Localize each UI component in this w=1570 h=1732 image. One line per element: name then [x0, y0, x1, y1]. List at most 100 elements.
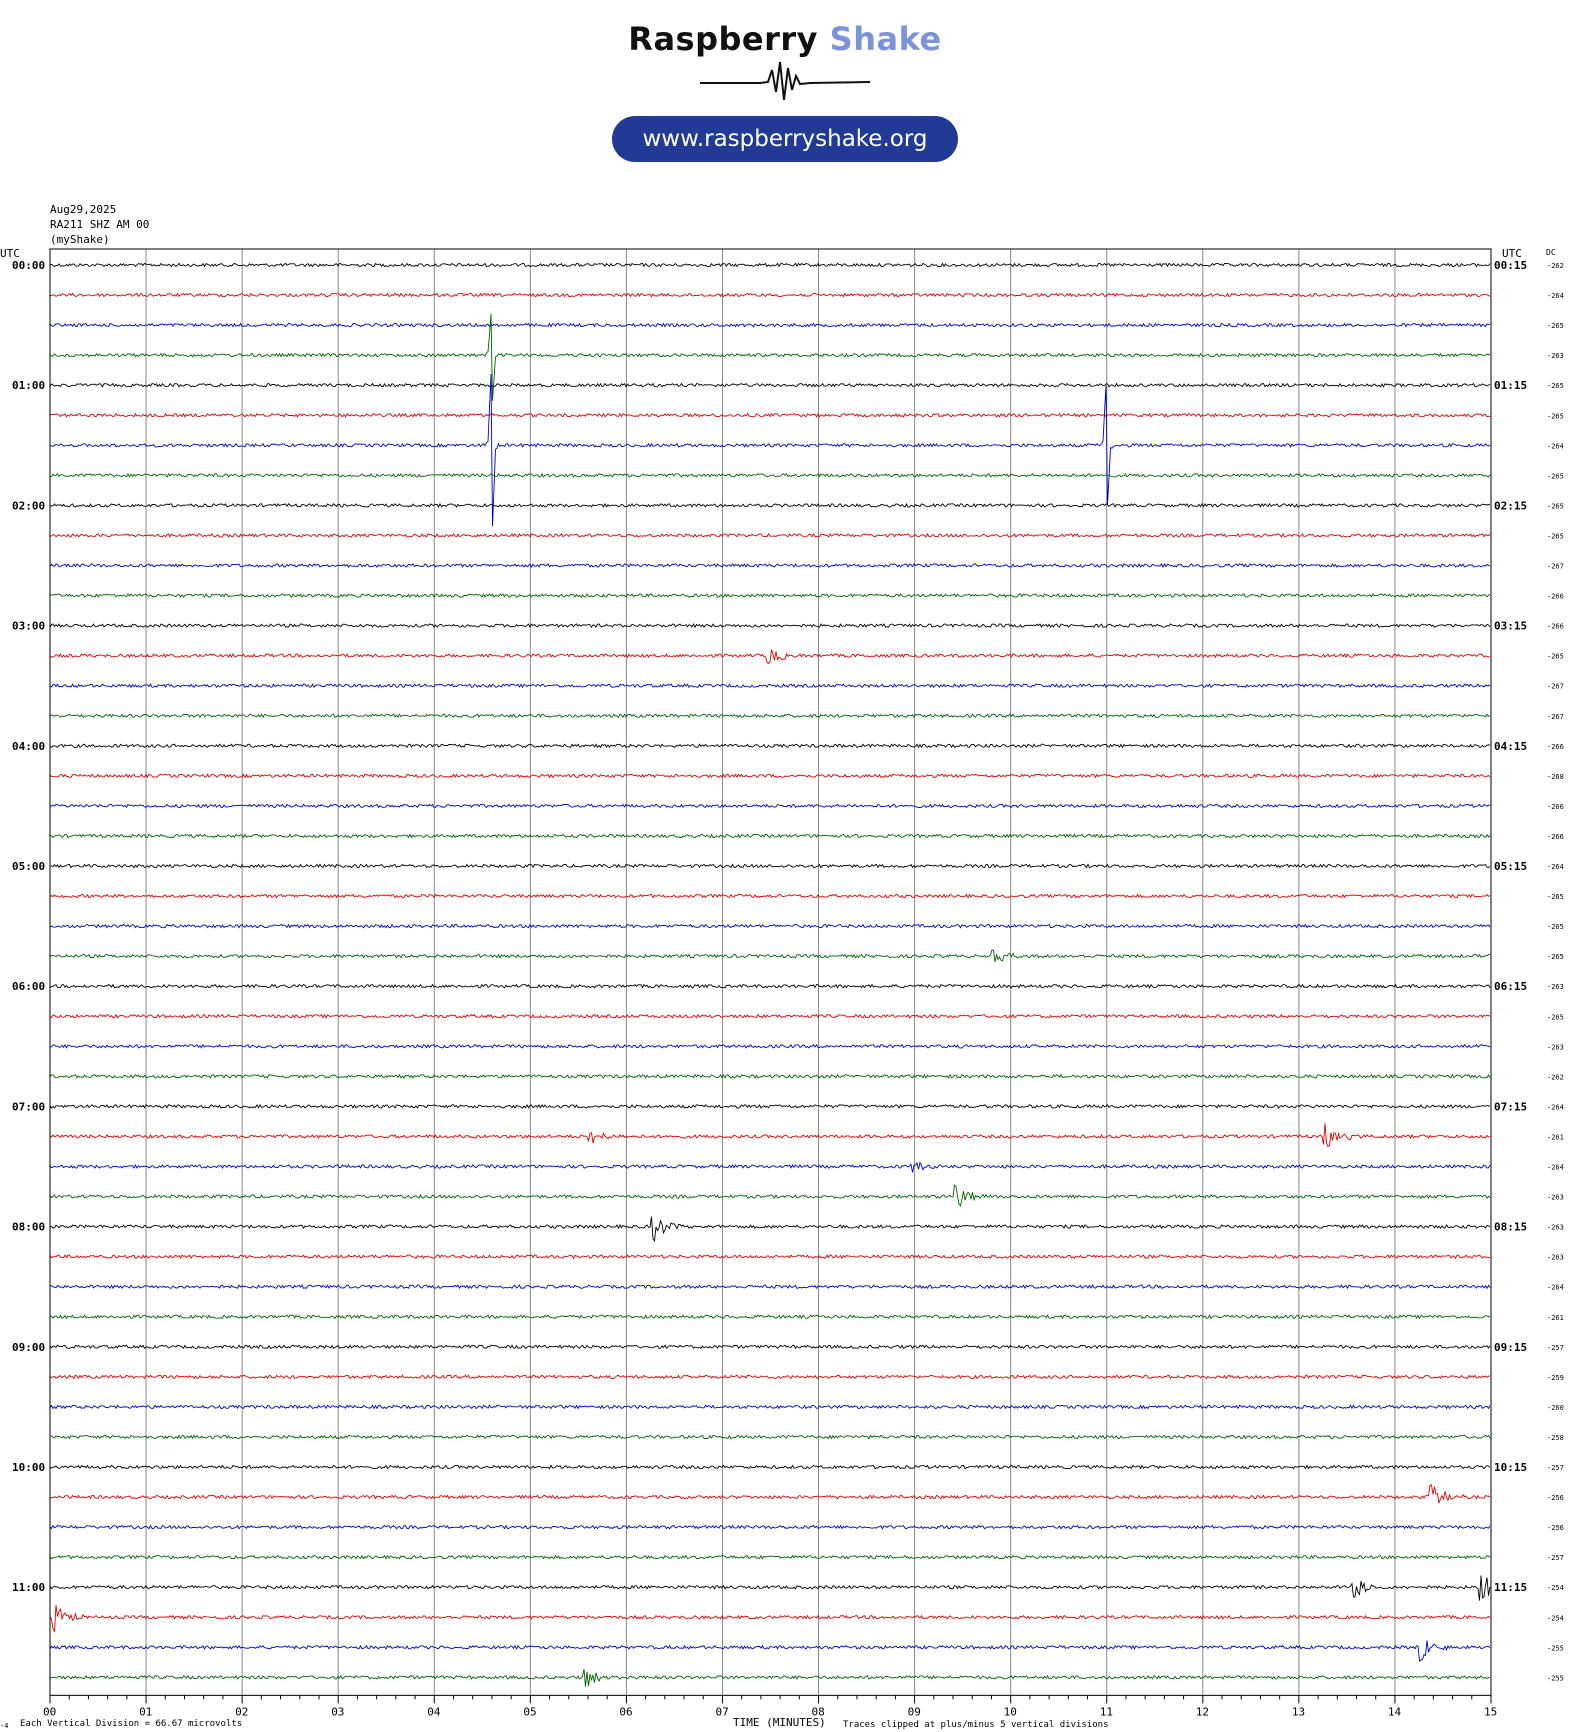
dc-value-label: -264 — [1547, 1164, 1564, 1172]
dc-value-label: -262 — [1547, 262, 1564, 270]
trace-line — [49, 649, 1491, 664]
dc-value-label: -254 — [1547, 1614, 1564, 1622]
dc-value-label: -265 — [1547, 502, 1564, 510]
right-utc-label: UTC — [1502, 247, 1522, 260]
trace-line — [49, 1484, 1491, 1505]
x-tick-label: 02 — [235, 1705, 248, 1718]
trace-line — [49, 1254, 1491, 1260]
trace-line — [49, 983, 1491, 989]
trace-line — [49, 713, 1491, 719]
dc-value-label: -268 — [1547, 773, 1564, 781]
trace-line — [49, 1605, 1491, 1633]
right-hour-label: 03:15 — [1494, 620, 1527, 633]
right-hour-label: 06:15 — [1494, 980, 1527, 993]
trace-line — [49, 1464, 1491, 1470]
dc-value-label: -267 — [1547, 683, 1564, 691]
left-hour-label: 04:00 — [12, 740, 45, 753]
dc-value-label: -265 — [1547, 923, 1564, 931]
trace-line — [49, 773, 1491, 779]
dc-value-label: -258 — [1547, 1434, 1564, 1442]
x-tick-label: 08 — [812, 1705, 825, 1718]
x-tick-label: 15 — [1484, 1705, 1497, 1718]
dc-value-label: -266 — [1547, 743, 1564, 751]
dc-value-label: -256 — [1547, 1524, 1564, 1532]
dc-value-label: -263 — [1547, 1194, 1564, 1202]
brand-name-dark: Raspberry — [628, 20, 819, 58]
x-tick-label: 09 — [908, 1705, 921, 1718]
left-hour-label: 07:00 — [12, 1100, 45, 1113]
left-hour-label: 00:00 — [12, 259, 45, 272]
right-hour-label: 00:15 — [1494, 259, 1527, 272]
seismogram-logo-icon — [700, 61, 870, 101]
dc-value-label: -265 — [1547, 412, 1564, 420]
dc-value-label: -263 — [1547, 1043, 1564, 1051]
trace-line — [49, 1013, 1491, 1019]
left-hour-label: 01:00 — [12, 379, 45, 392]
trace-line — [49, 623, 1491, 629]
dc-value-label: -263 — [1547, 1224, 1564, 1232]
grid — [49, 249, 1492, 1704]
dc-value-label: -264 — [1547, 1103, 1564, 1111]
left-hour-label: 09:00 — [12, 1341, 45, 1354]
dc-value-label: -266 — [1547, 803, 1564, 811]
dc-value-label: -266 — [1547, 623, 1564, 631]
helicorder-chart: UTC UTC DC 00 01 02 03 04 05 06 07 08 09 10 11 12 13 1… — [0, 247, 1564, 1730]
x-tick-label: 05 — [523, 1705, 536, 1718]
dc-value-label: -263 — [1547, 1254, 1564, 1262]
x-tick-label: 00 — [43, 1705, 56, 1718]
right-hour-label: 10:15 — [1494, 1461, 1527, 1474]
trace-line — [49, 1216, 1491, 1243]
x-tick-label: 04 — [427, 1705, 441, 1718]
trace-line — [49, 949, 1490, 963]
trace-line — [49, 1184, 1491, 1207]
dc-value-label: -264 — [1547, 442, 1564, 450]
dc-value-label: -257 — [1547, 1554, 1564, 1562]
dc-value-label: -264 — [1547, 1284, 1564, 1292]
left-hour-label: 03:00 — [12, 620, 45, 633]
dc-value-label: -265 — [1547, 893, 1564, 901]
dc-header-label: DC — [1546, 248, 1556, 257]
trace-line — [49, 593, 1491, 598]
x-tick-label: 03 — [331, 1705, 344, 1718]
x-tick-label: 06 — [619, 1705, 632, 1718]
header: Raspberry Shake www.raspberryshake.org — [0, 0, 1570, 190]
left-hour-label: 02:00 — [12, 499, 45, 512]
x-tick-label: 12 — [1196, 1705, 1209, 1718]
dc-value-label: -265 — [1547, 322, 1564, 330]
right-hour-label: 08:15 — [1494, 1221, 1527, 1234]
left-hour-label: 08:00 — [12, 1221, 45, 1234]
x-tick-label: 01 — [139, 1705, 152, 1718]
clip-note: Traces clipped at plus/minus 5 vertical … — [843, 1720, 1109, 1730]
axis-labels: 00 01 02 03 04 05 06 07 08 09 10 11 12 13 14 15 -262 00:0… — [12, 259, 1564, 1718]
trace-line — [49, 1374, 1491, 1380]
trace-line — [49, 412, 1491, 418]
dc-value-label: -260 — [1547, 1404, 1564, 1412]
dc-value-label: -265 — [1547, 953, 1564, 961]
left-hour-label: 06:00 — [12, 980, 45, 993]
left-hour-label: 05:00 — [12, 860, 45, 873]
station-code: RA211 SHZ AM 00 — [50, 218, 150, 231]
trace-line — [49, 1103, 1491, 1109]
brand-name-accent: Shake — [829, 20, 942, 58]
trace-line — [49, 1344, 1491, 1350]
dc-value-label: -262 — [1547, 1073, 1564, 1081]
trace-line — [49, 562, 1491, 569]
left-utc-label: UTC — [0, 247, 20, 260]
dc-value-label: -263 — [1547, 352, 1564, 360]
trace-line — [49, 373, 1491, 527]
x-tick-label: 11 — [1100, 1705, 1113, 1718]
trace-line — [49, 1554, 1491, 1560]
trace-line — [49, 683, 1491, 689]
dc-value-label: -265 — [1547, 532, 1564, 540]
trace-line — [49, 382, 1491, 388]
trace-line — [49, 322, 1491, 328]
dc-value-label: -264 — [1547, 292, 1564, 300]
trace-line — [49, 1161, 1491, 1173]
dc-value-label: -261 — [1547, 1133, 1564, 1141]
dc-value-label: -265 — [1547, 1013, 1564, 1021]
trace-line — [50, 863, 1491, 869]
trace-line — [49, 1434, 1491, 1440]
left-hour-label: 10:00 — [12, 1461, 45, 1474]
website-link[interactable]: www.raspberryshake.org — [612, 116, 958, 162]
trace-line — [49, 743, 1491, 749]
